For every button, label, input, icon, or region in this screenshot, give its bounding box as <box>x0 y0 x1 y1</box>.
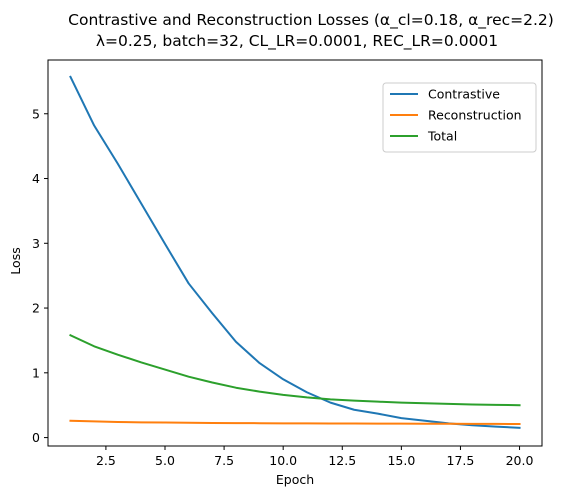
x-axis-label: Epoch <box>276 472 314 487</box>
legend-box <box>382 82 537 153</box>
axes-frame <box>47 59 543 447</box>
y-tick-label: 1 <box>32 365 40 380</box>
x-tick-label: 5.0 <box>155 453 175 468</box>
y-axis-label: Loss <box>8 247 23 274</box>
legend: Contrastive Reconstruction Total <box>382 82 537 153</box>
chart-subtitle: λ=0.25, batch=32, CL_LR=0.0001, REC_LR=0… <box>96 32 498 51</box>
series-line-reconstruction <box>69 419 521 425</box>
y-tick-label: 3 <box>32 236 40 251</box>
x-tick-label: 20.0 <box>506 453 534 468</box>
x-tick-label: 2.5 <box>96 453 116 468</box>
x-tick-label: 15.0 <box>387 453 415 468</box>
series-line-total <box>69 333 521 407</box>
legend-label-total: Total <box>427 129 457 144</box>
x-tick-label: 7.5 <box>214 453 234 468</box>
x-tick-label: 12.5 <box>328 453 356 468</box>
legend-label-contrastive: Contrastive <box>428 87 500 102</box>
x-tick-label: 17.5 <box>447 453 475 468</box>
y-tick-label: 4 <box>32 171 40 186</box>
legend-label-reconstruction: Reconstruction <box>428 108 522 123</box>
x-tick-label: 10.0 <box>269 453 297 468</box>
chart-title: Contrastive and Reconstruction Losses (α… <box>68 11 554 30</box>
y-tick-label: 0 <box>32 430 40 445</box>
y-tick-label: 5 <box>32 106 40 121</box>
plot-area: 2.5 5.0 7.5 10.0 12.5 15.0 17.5 20.0 0 1 2 3 4 5 <box>32 59 543 468</box>
y-tick-label: 2 <box>32 301 40 316</box>
